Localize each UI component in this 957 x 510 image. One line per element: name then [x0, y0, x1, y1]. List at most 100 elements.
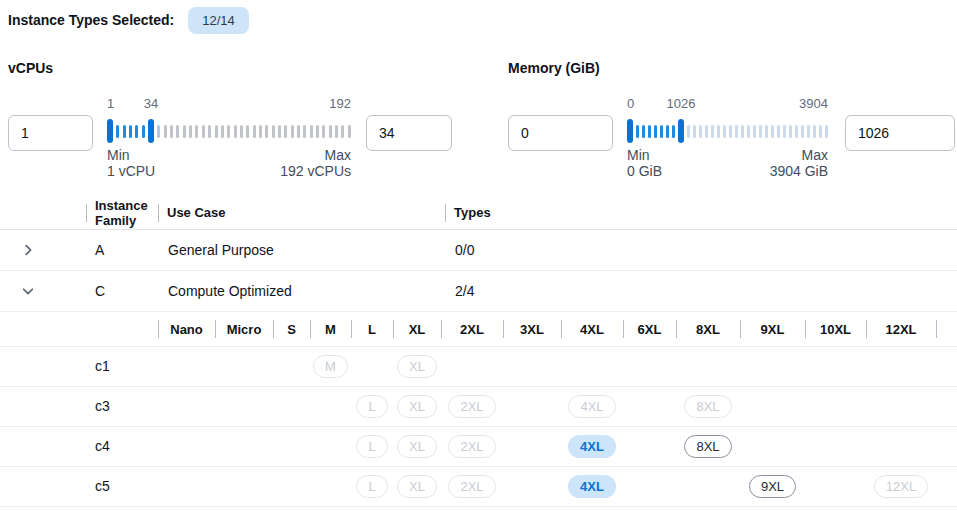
slider-tick — [699, 125, 702, 138]
slider-tick — [310, 125, 313, 138]
size-badge-12xl: 12XL — [874, 475, 928, 498]
size-badge-2xl: 2XL — [448, 475, 495, 498]
size-column-trailing — [936, 312, 955, 346]
slider-tick — [240, 125, 243, 138]
slider-tick — [291, 125, 294, 138]
size-badge-l: L — [356, 475, 387, 498]
slider-tick — [215, 125, 218, 138]
table-header-row: Instance Family Use Case Types — [0, 196, 957, 230]
vcpus-slider-track[interactable] — [107, 119, 351, 143]
select-all-cell — [46, 205, 86, 220]
vcpus-max-caption: Max — [280, 147, 351, 163]
memory-max-caption: Max — [770, 147, 828, 163]
instance-row-c4: c4 L XL 2XL 4XL 8XL — [0, 427, 957, 467]
slider-tick — [807, 125, 810, 138]
size-badge-4xl-selected[interactable]: 4XL — [568, 475, 616, 498]
slider-tick — [142, 125, 145, 138]
slider-handle-min[interactable] — [107, 119, 113, 143]
size-badge-l: L — [356, 435, 387, 458]
slider-tick — [234, 125, 237, 138]
slider-tick — [783, 125, 786, 138]
slider-tick — [272, 125, 275, 138]
slider-tick — [322, 125, 325, 138]
slider-tick — [116, 125, 119, 138]
slider-tick — [711, 125, 714, 138]
size-badge-2xl: 2XL — [448, 395, 495, 418]
slider-tick — [636, 125, 639, 138]
size-column-12xl: 12XL — [866, 312, 936, 346]
slider-tick — [189, 125, 192, 138]
selection-summary-bar: Instance Types Selected: 12/14 — [0, 0, 957, 34]
vcpus-label: vCPUs — [8, 60, 452, 78]
size-badge-9xl[interactable]: 9XL — [749, 475, 796, 498]
slider-tick — [705, 125, 708, 138]
size-badge-8xl[interactable]: 8XL — [684, 435, 731, 458]
memory-min-detail: 0 GiB — [627, 163, 662, 179]
family-types-count: 0/0 — [445, 242, 957, 258]
size-badge-4xl: 4XL — [568, 395, 615, 418]
slider-tick — [246, 125, 249, 138]
slider-tick — [729, 125, 732, 138]
size-badge-m: M — [313, 355, 348, 378]
column-header-types: Types — [445, 196, 957, 229]
size-badge-4xl-selected[interactable]: 4XL — [568, 435, 616, 458]
memory-max-detail: 3904 GiB — [770, 163, 828, 179]
chevron-down-icon[interactable] — [21, 284, 35, 298]
memory-minmax: Min 0 GiB Max 3904 GiB — [627, 147, 828, 179]
slider-handle-min[interactable] — [627, 119, 633, 143]
vcpus-max-input[interactable] — [366, 115, 452, 151]
size-column-l: L — [351, 312, 393, 346]
size-badge-2xl: 2XL — [448, 435, 495, 458]
memory-scale-current: 1026 — [667, 96, 696, 111]
size-column-micro: Micro — [215, 312, 273, 346]
slider-tick — [825, 125, 828, 138]
column-header-instance-family: Instance Family — [86, 196, 158, 229]
slider-tick — [221, 125, 224, 138]
slider-tick — [813, 125, 816, 138]
slider-tick — [648, 125, 651, 138]
slider-tick — [157, 125, 160, 138]
size-column-9xl: 9XL — [740, 312, 805, 346]
slider-tick — [717, 125, 720, 138]
family-use-case: Compute Optimized — [158, 283, 445, 299]
memory-max-input[interactable] — [845, 115, 955, 151]
memory-scale-min: 0 — [627, 96, 634, 111]
size-badge-l: L — [356, 395, 387, 418]
slider-handle-max[interactable] — [678, 119, 684, 143]
slider-tick — [297, 125, 300, 138]
slider-tick — [259, 125, 262, 138]
slider-tick — [660, 125, 663, 138]
slider-tick — [741, 125, 744, 138]
slider-tick — [666, 125, 669, 138]
slider-tick — [278, 125, 281, 138]
column-header-use-case: Use Case — [158, 196, 445, 229]
vcpus-min-input[interactable] — [8, 115, 93, 151]
memory-scale-max: 3904 — [799, 96, 828, 111]
slider-tick — [672, 125, 675, 138]
slider-tick — [771, 125, 774, 138]
vcpus-min-caption: Min — [107, 147, 155, 163]
size-badge-xl: XL — [397, 395, 437, 418]
slider-handle-max[interactable] — [148, 119, 154, 143]
slider-tick — [202, 125, 205, 138]
slider-tick — [795, 125, 798, 138]
size-column-10xl: 10XL — [805, 312, 866, 346]
memory-slider-track[interactable] — [627, 119, 828, 143]
memory-min-caption: Min — [627, 147, 662, 163]
slider-tick — [759, 125, 762, 138]
chevron-right-icon[interactable] — [21, 243, 35, 257]
size-column-s: S — [273, 312, 310, 346]
slider-tick — [687, 125, 690, 138]
slider-tick — [735, 125, 738, 138]
memory-min-input[interactable] — [508, 115, 613, 151]
slider-tick — [208, 125, 211, 138]
size-column-8xl: 8XL — [676, 312, 740, 346]
slider-tick — [693, 125, 696, 138]
slider-tick — [329, 125, 332, 138]
instance-row-c3: c3 L XL 2XL 4XL 8XL — [0, 387, 957, 427]
slider-tick — [284, 125, 287, 138]
vcpus-scale-min: 1 — [107, 96, 114, 111]
slider-tick — [723, 125, 726, 138]
size-column-4xl: 4XL — [561, 312, 623, 346]
slider-tick — [170, 125, 173, 138]
